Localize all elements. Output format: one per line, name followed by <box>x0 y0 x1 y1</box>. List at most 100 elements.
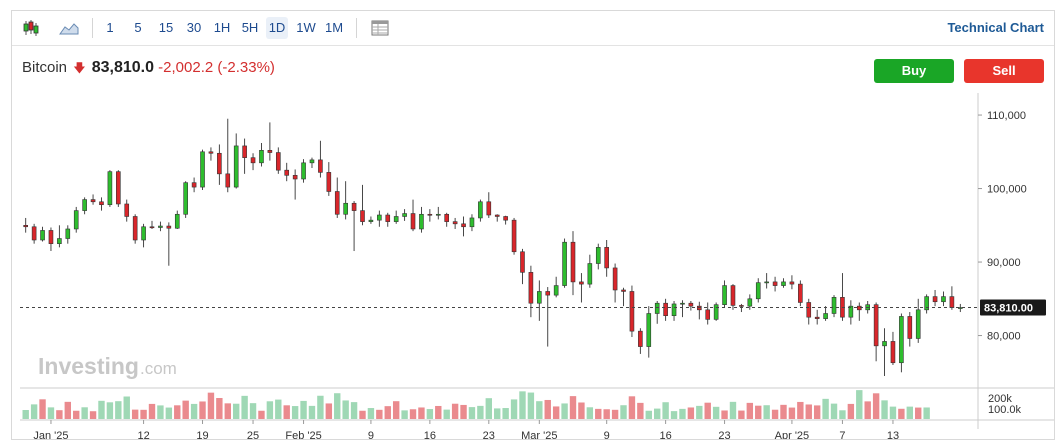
volume-bar <box>477 405 484 419</box>
volume-bar <box>401 410 408 419</box>
candle <box>233 133 239 189</box>
candle-body <box>435 213 441 216</box>
volume-bar <box>233 403 240 419</box>
technical-chart-link[interactable]: Technical Chart <box>947 20 1044 35</box>
volume-bar <box>460 404 467 419</box>
volume-bar <box>468 407 476 419</box>
candle-body <box>292 175 298 180</box>
candle <box>107 170 113 207</box>
candle <box>814 309 820 325</box>
candle-body <box>949 296 955 308</box>
candle-body <box>713 304 719 320</box>
candle-body <box>318 159 323 173</box>
candle <box>899 313 904 373</box>
volume-bar <box>334 393 341 419</box>
timeframe-5h[interactable]: 5H <box>241 20 259 35</box>
candle-body <box>823 313 828 319</box>
volume-bar <box>485 398 492 419</box>
candle-body <box>326 172 332 192</box>
buy-button[interactable]: Buy <box>874 59 954 83</box>
candle <box>351 201 357 252</box>
candle-body <box>907 316 913 339</box>
candle-body <box>646 313 652 347</box>
candle <box>284 162 290 182</box>
candle-body <box>772 281 778 286</box>
table-icon[interactable] <box>369 17 391 39</box>
candle <box>360 184 365 226</box>
candle-body <box>107 171 113 206</box>
candle <box>873 302 879 362</box>
volume-bar <box>586 407 594 419</box>
volume-bar <box>923 407 930 419</box>
candle-body <box>82 199 87 211</box>
candle <box>469 214 475 232</box>
timeframe-1[interactable]: 1 <box>106 20 114 35</box>
x-tick-label: 9 <box>604 430 610 439</box>
candle-body <box>654 302 660 314</box>
timeframe-30[interactable]: 30 <box>186 20 202 35</box>
candle-body <box>452 221 458 225</box>
timeframe-1w[interactable]: 1W <box>296 20 316 35</box>
candle <box>410 199 416 232</box>
volume-bar <box>915 407 922 419</box>
candle <box>747 294 753 310</box>
volume-bar <box>165 407 173 419</box>
volume-bar <box>64 401 71 419</box>
volume-bar <box>527 392 535 419</box>
area-chart-icon[interactable] <box>58 17 80 39</box>
candle-body <box>334 191 340 215</box>
candle <box>200 149 205 191</box>
candle <box>579 273 584 303</box>
volume-bar <box>199 401 206 419</box>
volume-bar <box>216 398 223 419</box>
candle-body <box>183 182 188 215</box>
candle <box>191 177 197 193</box>
volume-bar <box>494 408 501 419</box>
volume-bar <box>881 400 888 419</box>
volume-bar <box>258 410 265 419</box>
volume-bar <box>39 399 46 419</box>
candle <box>537 280 542 321</box>
timeframe-1m[interactable]: 1M <box>324 20 344 35</box>
candle-body <box>781 281 786 286</box>
x-tick-label: Mar '25 <box>521 430 557 439</box>
candle-body <box>149 226 155 229</box>
timeframe-5[interactable]: 5 <box>134 20 142 35</box>
timeframe-15[interactable]: 15 <box>158 20 174 35</box>
volume-bar <box>174 405 181 419</box>
candle <box>73 206 79 233</box>
volume-bar <box>898 408 905 419</box>
candle <box>90 194 96 205</box>
y-tick-label: 100,000 <box>987 184 1027 196</box>
candle-body <box>899 316 904 364</box>
volume-bar <box>805 404 812 419</box>
volume-bar <box>578 402 585 419</box>
candlestick-icon[interactable] <box>20 17 42 39</box>
candle-body <box>360 210 365 222</box>
candle-body <box>579 281 584 285</box>
candle <box>840 273 845 321</box>
timeframe-1d[interactable]: 1D <box>266 17 288 39</box>
x-tick-label: Apr '25 <box>775 430 810 439</box>
x-tick-label: 12 <box>137 430 149 439</box>
timeframe-1h[interactable]: 1H <box>213 20 231 35</box>
candle-body <box>915 309 921 339</box>
sell-button[interactable]: Sell <box>964 59 1044 83</box>
x-tick-label: Jan '25 <box>33 430 68 439</box>
candle <box>427 209 433 222</box>
candle-body <box>368 219 374 222</box>
volume-bar <box>704 402 711 419</box>
candle-body <box>191 182 197 188</box>
candle-body <box>259 150 264 164</box>
volume-bar <box>81 407 88 419</box>
candle <box>435 206 441 220</box>
volume-bar <box>266 401 274 419</box>
volume-bar <box>435 405 442 419</box>
volume-bar <box>123 396 130 419</box>
price-chart[interactable]: 80,000 90,000 100,000 110,000 Investing .com 8… <box>12 11 1054 439</box>
volume-bar <box>182 400 189 419</box>
candle <box>402 209 407 221</box>
candle <box>924 294 929 314</box>
candle-body <box>65 228 71 239</box>
candle-body <box>267 150 273 153</box>
